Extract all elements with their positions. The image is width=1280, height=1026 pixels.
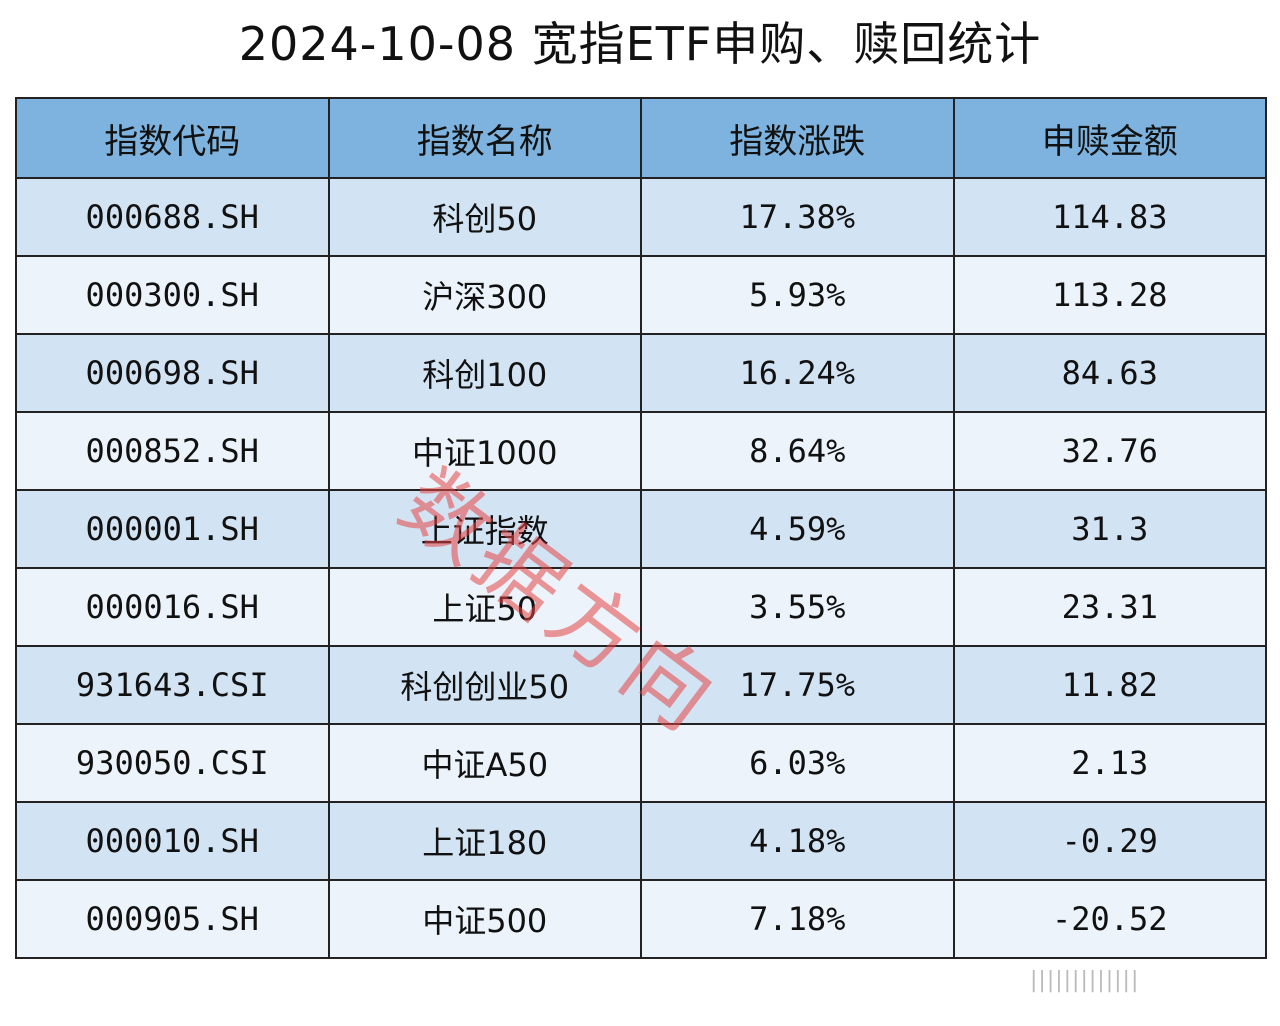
header-index-code: 指数代码 — [15, 97, 330, 179]
cell-code: 000698.SH — [15, 333, 330, 413]
table-row: 931643.CSI 科创创业50 17.75% 11.82 — [15, 645, 1267, 725]
cell-name: 科创50 — [327, 177, 642, 257]
cell-code: 000016.SH — [15, 567, 330, 647]
cell-name: 科创创业50 — [327, 645, 642, 725]
table-row: 930050.CSI 中证A50 6.03% 2.13 — [15, 723, 1267, 803]
cell-name: 沪深300 — [327, 255, 642, 335]
bottom-mark: ||||||||||||| — [1030, 968, 1140, 993]
table-row: 000698.SH 科创100 16.24% 84.63 — [15, 333, 1267, 413]
cell-change: 17.75% — [640, 645, 955, 725]
table-row: 000010.SH 上证180 4.18% -0.29 — [15, 801, 1267, 881]
cell-name: 中证500 — [327, 879, 642, 959]
cell-code: 000688.SH — [15, 177, 330, 257]
table-header-row: 指数代码 指数名称 指数涨跌 申赎金额 — [15, 97, 1267, 179]
header-index-name: 指数名称 — [327, 97, 642, 179]
cell-change: 6.03% — [640, 723, 955, 803]
cell-code: 931643.CSI — [15, 645, 330, 725]
cell-name: 中证1000 — [327, 411, 642, 491]
cell-code: 000010.SH — [15, 801, 330, 881]
cell-name: 上证180 — [327, 801, 642, 881]
cell-code: 000852.SH — [15, 411, 330, 491]
cell-name: 科创100 — [327, 333, 642, 413]
cell-change: 17.38% — [640, 177, 955, 257]
cell-amount: 31.3 — [952, 489, 1267, 569]
cell-code: 000905.SH — [15, 879, 330, 959]
table-row: 000001.SH 上证指数 4.59% 31.3 — [15, 489, 1267, 569]
cell-code: 000300.SH — [15, 255, 330, 335]
cell-change: 8.64% — [640, 411, 955, 491]
cell-change: 3.55% — [640, 567, 955, 647]
cell-name: 中证A50 — [327, 723, 642, 803]
header-index-change: 指数涨跌 — [640, 97, 955, 179]
table-row: 000016.SH 上证50 3.55% 23.31 — [15, 567, 1267, 647]
cell-code: 930050.CSI — [15, 723, 330, 803]
cell-amount: 84.63 — [952, 333, 1267, 413]
cell-name: 上证50 — [327, 567, 642, 647]
cell-change: 4.59% — [640, 489, 955, 569]
page-title: 2024-10-08 宽指ETF申购、赎回统计 — [238, 17, 1042, 71]
cell-amount: 23.31 — [952, 567, 1267, 647]
cell-code: 000001.SH — [15, 489, 330, 569]
cell-amount: 11.82 — [952, 645, 1267, 725]
header-subscription-amount: 申赎金额 — [952, 97, 1267, 179]
cell-amount: -20.52 — [952, 879, 1267, 959]
cell-amount: 32.76 — [952, 411, 1267, 491]
cell-amount: 114.83 — [952, 177, 1267, 257]
cell-amount: 2.13 — [952, 723, 1267, 803]
cell-amount: -0.29 — [952, 801, 1267, 881]
cell-amount: 113.28 — [952, 255, 1267, 335]
cell-change: 7.18% — [640, 879, 955, 959]
etf-statistics-table: 指数代码 指数名称 指数涨跌 申赎金额 000688.SH 科创50 17.38… — [15, 97, 1267, 959]
cell-name: 上证指数 — [327, 489, 642, 569]
table-row: 000905.SH 中证500 7.18% -20.52 — [15, 879, 1267, 959]
cell-change: 4.18% — [640, 801, 955, 881]
cell-change: 16.24% — [640, 333, 955, 413]
table-row: 000300.SH 沪深300 5.93% 113.28 — [15, 255, 1267, 335]
cell-change: 5.93% — [640, 255, 955, 335]
table-row: 000688.SH 科创50 17.38% 114.83 — [15, 177, 1267, 257]
table-row: 000852.SH 中证1000 8.64% 32.76 — [15, 411, 1267, 491]
